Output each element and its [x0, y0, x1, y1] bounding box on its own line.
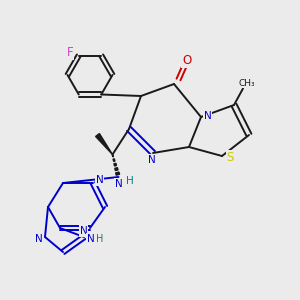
Text: N: N — [148, 154, 155, 165]
Text: CH₃: CH₃ — [238, 79, 255, 88]
Polygon shape — [115, 168, 118, 171]
Text: H: H — [96, 233, 103, 244]
Polygon shape — [113, 159, 115, 161]
Text: F: F — [66, 46, 73, 59]
Text: H: H — [126, 176, 134, 187]
Text: N: N — [204, 110, 212, 121]
Polygon shape — [112, 154, 113, 157]
Polygon shape — [114, 163, 116, 166]
Text: S: S — [227, 151, 234, 164]
Text: N: N — [80, 226, 87, 236]
Text: O: O — [182, 54, 191, 67]
Text: N: N — [87, 233, 94, 244]
Text: N: N — [96, 175, 104, 185]
Polygon shape — [116, 172, 120, 175]
Text: N: N — [34, 233, 42, 244]
Text: N: N — [115, 178, 122, 189]
Polygon shape — [96, 134, 112, 154]
